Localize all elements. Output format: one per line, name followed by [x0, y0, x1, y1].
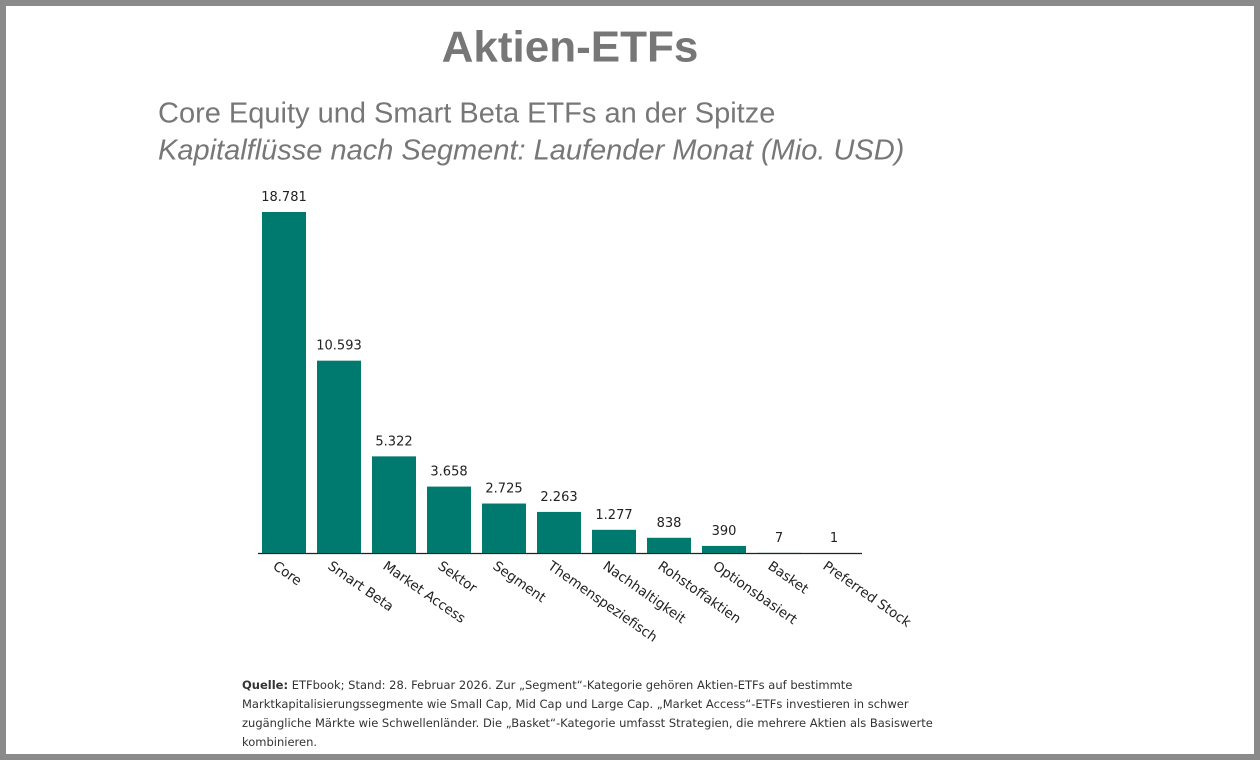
x-tick-label: Sektor: [435, 558, 480, 596]
bar: [702, 545, 746, 553]
x-tick-label: Segment: [490, 558, 549, 606]
value-label: 5.322: [375, 434, 412, 449]
value-label: 2.725: [485, 482, 522, 497]
bar: [317, 360, 361, 553]
source-label: Quelle:: [242, 678, 289, 692]
x-tick-label: Preferred Stock: [820, 558, 914, 631]
x-tick-label: Core: [270, 558, 305, 589]
bar: [372, 456, 416, 553]
footnote: Quelle: ETFbook; Stand: 28. Februar 2026…: [242, 676, 942, 752]
value-label: 2.263: [540, 490, 577, 505]
value-label: 3.658: [430, 465, 467, 480]
bar: [592, 529, 636, 553]
value-label: 838: [657, 516, 682, 531]
value-label: 10.593: [316, 339, 362, 354]
bar: [427, 486, 471, 553]
bar: [537, 511, 581, 553]
bar: [262, 212, 306, 553]
bar: [647, 537, 691, 553]
chart-title: Aktien-ETFs: [442, 23, 699, 72]
source-text: ETFbook; Stand: 28. Februar 2026. Zur „S…: [242, 678, 933, 749]
value-label: 7: [775, 531, 783, 546]
value-label: 1.277: [595, 508, 632, 523]
value-label: 1: [830, 531, 838, 546]
chart-subtitle: Core Equity und Smart Beta ETFs an der S…: [158, 98, 775, 130]
value-label: 390: [712, 524, 737, 539]
value-label: 18.781: [261, 190, 307, 205]
x-tick-label: Basket: [765, 558, 811, 597]
bar: [482, 503, 526, 553]
chart-subtitle: Kapitalflüsse nach Segment: Laufender Mo…: [158, 135, 904, 167]
